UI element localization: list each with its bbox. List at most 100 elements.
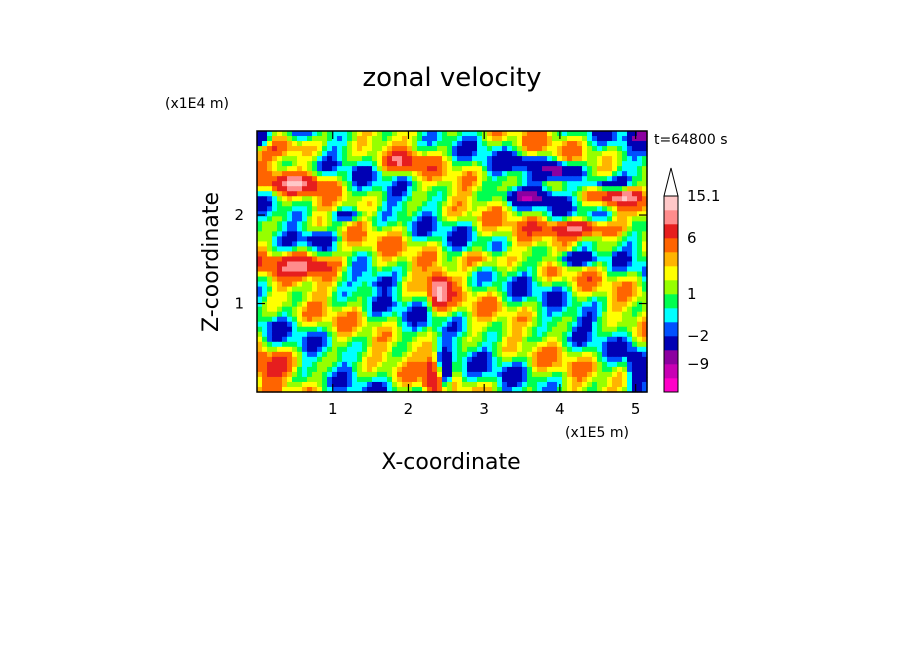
field-cell [472,336,478,343]
field-cell [617,346,623,353]
field-cell [432,186,438,192]
field-cell [527,276,533,283]
field-cell [432,196,438,202]
field-cell [392,311,398,318]
field-cell [347,211,353,217]
field-cell [427,211,433,217]
field-cell [402,331,408,338]
field-cell [452,246,458,253]
field-cell [577,131,583,137]
field-cell [422,291,428,298]
field-cell [622,186,628,192]
field-cell [257,226,263,232]
field-cell [267,306,273,313]
field-cell [417,316,423,323]
field-cell [532,316,538,323]
field-cell [577,241,583,248]
field-cell [612,346,618,353]
field-cell [272,331,278,338]
field-cell [422,381,428,388]
field-cell [642,281,648,288]
field-cell [567,311,573,318]
field-cell [292,316,298,323]
field-cell [312,146,318,152]
field-cell [642,251,648,258]
field-cell [427,276,433,283]
field-cell [582,231,588,237]
field-cell [427,296,433,303]
field-cell [467,281,473,288]
field-cell [307,136,313,142]
field-cell [482,196,488,202]
field-cell [547,306,553,313]
field-cell [382,226,388,232]
field-cell [257,246,263,253]
field-cell [447,156,453,162]
field-cell [267,286,273,293]
field-cell [417,281,423,288]
field-cell [302,241,308,248]
field-cell [382,341,388,348]
field-cell [597,256,603,263]
field-cell [487,191,493,197]
field-cell [492,166,498,172]
field-cell [297,181,303,187]
field-cell [587,151,593,157]
field-cell [502,261,508,268]
field-cell [302,331,308,338]
field-cell [507,266,513,273]
field-cell [412,271,418,278]
field-cell [397,236,403,243]
field-cell [547,286,553,293]
field-cell [302,306,308,313]
field-cell [587,206,593,212]
field-cell [502,341,508,348]
field-cell [427,381,433,388]
field-cell [287,331,293,338]
field-cell [457,236,463,243]
field-cell [457,336,463,343]
field-cell [597,136,603,142]
field-cell [327,281,333,288]
field-cell [537,181,543,187]
field-cell [577,296,583,303]
field-cell [457,386,463,393]
field-cell [572,191,578,197]
field-cell [337,376,343,383]
field-cell [347,236,353,243]
field-cell [307,361,313,368]
field-cell [307,346,313,353]
field-cell [422,306,428,313]
field-cell [572,316,578,323]
field-cell [277,341,283,348]
field-cell [477,196,483,202]
field-cell [372,336,378,343]
field-cell [497,221,503,227]
field-cell [262,271,268,278]
field-cell [312,371,318,378]
field-cell [397,371,403,378]
field-cell [292,241,298,248]
field-cell [522,261,528,268]
field-cell [592,151,598,157]
field-cell [272,271,278,278]
field-cell [367,286,373,293]
field-cell [487,321,493,328]
field-cell [642,176,648,182]
field-cell [272,366,278,373]
field-cell [467,346,473,353]
field-cell [607,201,613,207]
field-cell [302,261,308,268]
field-cell [312,216,318,222]
field-cell [542,136,548,142]
field-cell [297,251,303,258]
field-cell [452,141,458,147]
field-cell [617,261,623,268]
field-cell [492,381,498,388]
field-cell [387,341,393,348]
field-cell [502,191,508,197]
field-cell [362,346,368,353]
field-cell [522,181,528,187]
field-cell [447,356,453,363]
field-cell [462,291,468,298]
